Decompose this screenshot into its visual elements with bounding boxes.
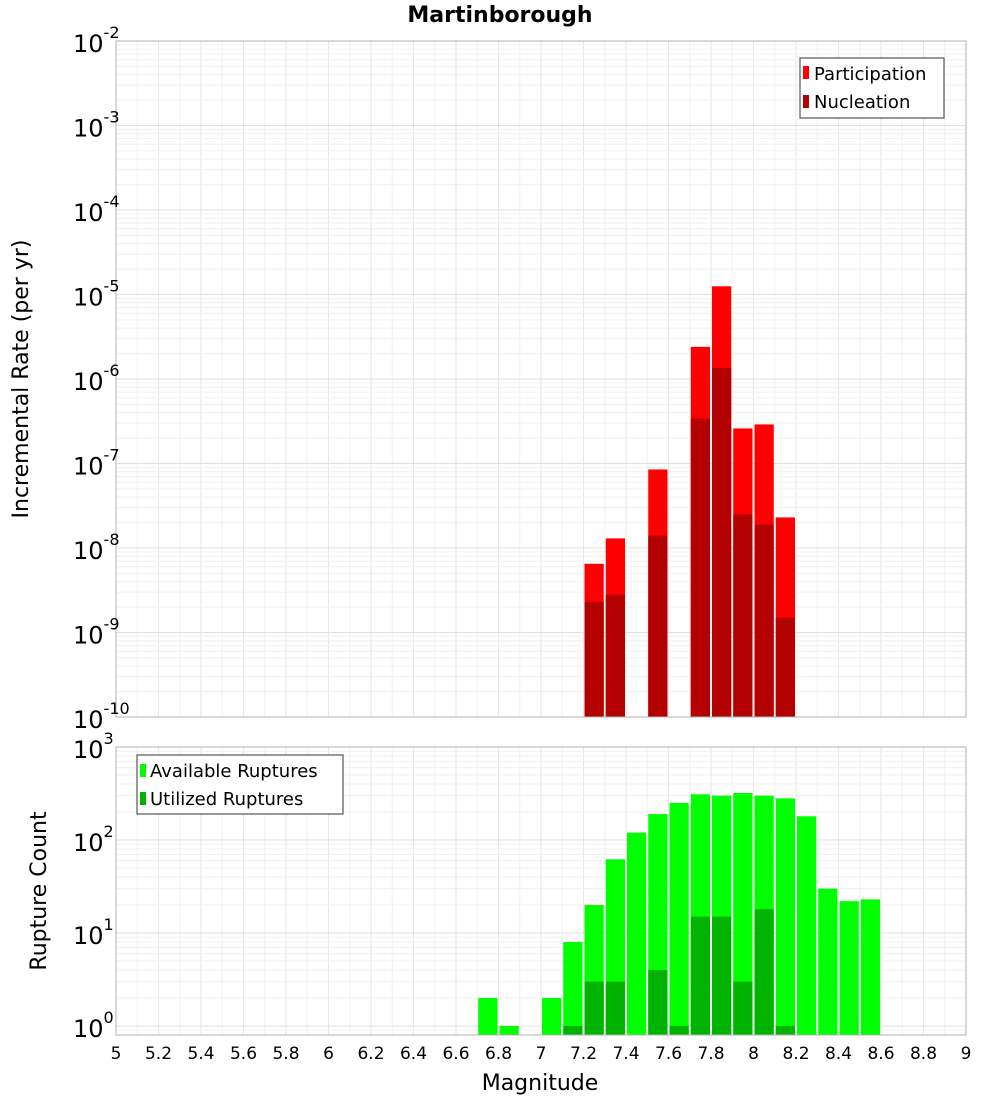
bar-utilized-ruptures <box>754 909 774 1035</box>
bar-utilized-ruptures <box>775 1025 795 1035</box>
y-tick-label: 100 <box>73 1008 114 1043</box>
top-y-tick-labels: 10-10 10-9 10-8 10-7 10-6 10-5 10-4 10-3 10-2 <box>73 23 130 734</box>
x-tick-label: 5.8 <box>272 1044 299 1064</box>
bottom-bars <box>478 793 880 1035</box>
x-tick-label: 7.4 <box>612 1044 639 1064</box>
bar-utilized-ruptures <box>605 981 625 1035</box>
bar-nucleation <box>605 594 625 717</box>
bar-available-ruptures <box>669 802 689 1035</box>
legend-label-utilized: Utilized Ruptures <box>150 789 303 810</box>
x-tick-label: 6.8 <box>485 1044 512 1064</box>
x-tick-label: 7.6 <box>655 1044 682 1064</box>
legend-label-nucleation: Nucleation <box>814 92 910 113</box>
bar-nucleation <box>690 418 710 717</box>
bar-available-ruptures <box>860 899 880 1035</box>
x-tick-label: 7 <box>536 1044 547 1064</box>
bottom-legend: Available Ruptures Utilized Ruptures <box>136 754 344 815</box>
y-tick-label: 102 <box>73 822 114 857</box>
y-tick-label: 10-9 <box>73 615 120 650</box>
bar-available-ruptures <box>478 997 498 1035</box>
y-tick-label: 10-3 <box>73 108 120 143</box>
top-legend: Participation Nucleation <box>799 57 945 119</box>
x-tick-label: 5.6 <box>230 1044 257 1064</box>
y-tick-label: 10-2 <box>73 23 120 58</box>
legend-swatch-available <box>140 764 146 777</box>
bar-utilized-ruptures <box>563 1025 583 1035</box>
bar-nucleation <box>733 514 753 717</box>
x-tick-label: 6.6 <box>442 1044 469 1064</box>
bar-available-ruptures <box>775 798 795 1035</box>
top-bars <box>584 286 795 717</box>
y-tick-label: 10-7 <box>73 446 120 481</box>
bar-utilized-ruptures <box>690 916 710 1035</box>
x-tick-label: 8.8 <box>910 1044 937 1064</box>
chart-title: Martinborough <box>407 3 592 28</box>
x-tick-label: 5 <box>111 1044 122 1064</box>
x-tick-label: 7.8 <box>697 1044 724 1064</box>
x-tick-label: 5.2 <box>145 1044 172 1064</box>
bottom-y-axis-label: Rupture Count <box>27 811 52 971</box>
x-tick-label: 6.4 <box>400 1044 427 1064</box>
bar-utilized-ruptures <box>669 1025 689 1035</box>
bar-available-ruptures <box>797 816 817 1035</box>
bar-utilized-ruptures <box>648 969 668 1035</box>
bottom-legend-box <box>136 754 344 815</box>
bar-available-ruptures <box>563 942 583 1035</box>
bottom-y-tick-labels: 100 101 102 103 <box>73 729 114 1043</box>
legend-label-participation: Participation <box>814 64 926 85</box>
bar-nucleation <box>584 601 604 717</box>
y-tick-label: 10-8 <box>73 530 120 565</box>
bar-nucleation <box>775 617 795 717</box>
legend-swatch-utilized <box>140 792 146 805</box>
bar-nucleation <box>754 524 774 717</box>
x-tick-label: 5.4 <box>187 1044 214 1064</box>
y-tick-label: 101 <box>73 915 114 950</box>
y-tick-label: 103 <box>73 729 114 764</box>
bar-available-ruptures <box>627 832 647 1035</box>
x-tick-label: 6 <box>323 1044 334 1064</box>
x-tick-label: 8 <box>748 1044 759 1064</box>
legend-label-available: Available Ruptures <box>150 761 318 782</box>
y-tick-label: 10-4 <box>73 192 120 227</box>
top-legend-box <box>799 57 945 119</box>
legend-swatch-participation <box>803 66 809 79</box>
y-tick-label: 10-6 <box>73 361 120 396</box>
bottom-plot-frame <box>115 746 967 1036</box>
bar-utilized-ruptures <box>584 981 604 1035</box>
bar-available-ruptures <box>839 901 859 1035</box>
top-plot-frame <box>115 40 967 718</box>
x-tick-label: 8.6 <box>867 1044 894 1064</box>
x-tick-labels: 5 5.2 5.4 5.6 5.8 6 6.2 6.4 6.6 6.8 7 7.2 7.4 7.6 7.8 8… <box>111 1044 972 1064</box>
x-tick-label: 7.2 <box>570 1044 597 1064</box>
top-gridlines <box>115 40 967 718</box>
bar-available-ruptures <box>542 997 562 1035</box>
x-tick-label: 8.4 <box>825 1044 852 1064</box>
bar-available-ruptures <box>818 888 838 1035</box>
bar-nucleation <box>648 535 668 717</box>
legend-swatch-nucleation <box>803 95 809 108</box>
x-tick-label: 8.2 <box>782 1044 809 1064</box>
y-tick-label: 10-5 <box>73 277 120 312</box>
x-axis-label: Magnitude <box>482 1071 599 1096</box>
x-tick-label: 6.2 <box>357 1044 384 1064</box>
x-tick-label: 9 <box>961 1044 972 1064</box>
bar-utilized-ruptures <box>733 981 753 1035</box>
bar-available-ruptures <box>499 1025 519 1035</box>
bar-available-ruptures <box>733 793 753 1035</box>
top-y-axis-label: Incremental Rate (per yr) <box>9 240 34 519</box>
y-tick-label: 10-10 <box>73 699 130 734</box>
bar-nucleation <box>712 367 732 717</box>
bar-utilized-ruptures <box>712 916 732 1035</box>
